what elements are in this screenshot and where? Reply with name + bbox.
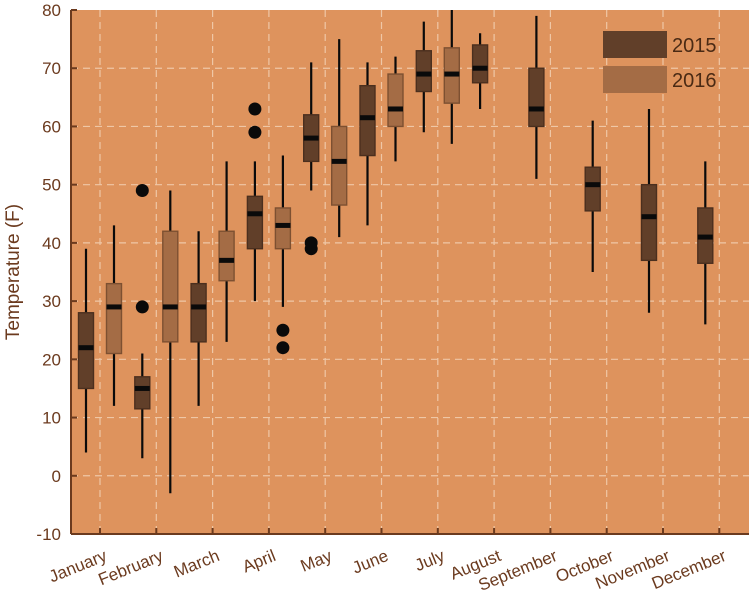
y-tick-label: -10: [36, 525, 61, 544]
x-tick-label: June: [350, 546, 391, 577]
y-tick-label: 70: [42, 59, 61, 78]
box-iqr: [134, 376, 151, 410]
y-tick-label: 20: [42, 350, 61, 369]
y-tick-label: 40: [42, 234, 61, 253]
x-tick-label: March: [171, 546, 222, 581]
box-2016-june: [387, 56, 404, 162]
box-iqr: [415, 50, 432, 93]
outlier-point: [135, 300, 149, 314]
box-iqr: [162, 230, 179, 343]
legend-swatch-2016: [603, 66, 667, 93]
box-2015-february: [134, 183, 151, 459]
box-2016-april: [274, 155, 292, 355]
box-2015-march: [190, 231, 207, 406]
outlier-point: [276, 341, 290, 355]
outlier-point: [135, 183, 149, 197]
box-iqr: [640, 183, 658, 262]
y-tick-label: 10: [42, 409, 61, 428]
outlier-point: [304, 236, 318, 250]
box-2016-may: [331, 39, 348, 238]
x-tick-label: July: [412, 546, 448, 575]
y-axis-title: Temperature (F): [3, 204, 24, 340]
box-2015-june: [359, 62, 376, 226]
box-iqr: [528, 67, 545, 128]
legend-label-2016: 2016: [672, 70, 717, 92]
box-2016-january: [105, 225, 123, 406]
y-tick-label: 60: [42, 117, 61, 136]
box-iqr: [471, 44, 489, 84]
x-tick-label: February: [96, 546, 167, 589]
legend-label-2015: 2015: [672, 35, 717, 57]
plot-background: [71, 10, 749, 534]
box-2016-february: [162, 190, 179, 494]
box-series: [77, 10, 714, 494]
x-tick-label: May: [298, 546, 335, 576]
y-tick-label: 50: [42, 176, 61, 195]
box-2015-january: [77, 248, 95, 453]
x-tick-label: April: [240, 546, 279, 576]
box-2015-may: [303, 62, 320, 256]
box-iqr: [584, 166, 601, 212]
outlier-point: [276, 323, 290, 337]
box-iqr: [331, 125, 348, 206]
box-iqr: [105, 282, 123, 355]
box-2015-september: [528, 15, 545, 179]
box-iqr: [387, 73, 404, 128]
y-tick-label: 0: [52, 467, 61, 486]
grid-lines: [71, 10, 749, 534]
y-tick-label: 30: [42, 292, 61, 311]
box-2015-november: [640, 108, 658, 313]
box-iqr: [77, 312, 95, 390]
box-2015-july: [415, 21, 432, 133]
outlier-point: [248, 102, 262, 116]
box-iqr: [218, 230, 235, 282]
outlier-point: [248, 125, 262, 139]
box-2016-march: [218, 161, 235, 342]
box-2015-december: [697, 161, 714, 325]
box-iqr: [246, 195, 264, 250]
legend: 2015 2016: [603, 31, 717, 93]
box-iqr: [190, 282, 207, 343]
box-2015-august: [471, 33, 489, 109]
legend-swatch-2015: [603, 31, 667, 58]
y-tick-label: 80: [42, 1, 61, 20]
box-2015-october: [584, 120, 601, 272]
box-iqr: [359, 84, 376, 157]
box-2015-april: [246, 102, 264, 302]
box-iqr: [274, 207, 292, 250]
box-2016-july: [443, 10, 460, 144]
